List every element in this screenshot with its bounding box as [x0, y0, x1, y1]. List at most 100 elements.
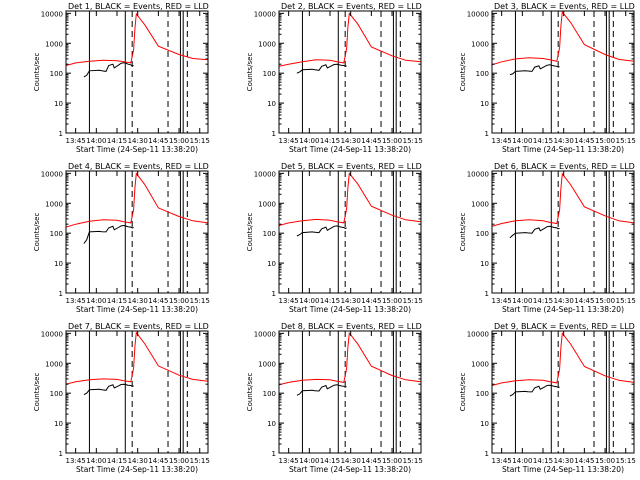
x-tick-label: 14:00 — [512, 297, 532, 305]
series-line-lld — [66, 172, 208, 228]
series-line-events — [83, 383, 134, 396]
panel-det-7: Det 7, BLACK = Events, RED = LLD 1 10 100 10… — [33, 322, 210, 474]
x-tick-label: 14:15 — [107, 297, 127, 305]
x-tick-label: 15:15 — [190, 137, 210, 145]
x-tick-label: 15:00 — [169, 457, 189, 465]
y-tick-label: 100 — [263, 230, 276, 238]
series-line-events — [509, 225, 560, 239]
x-tick-label: 14:45 — [361, 457, 381, 465]
x-tick-label: 13:45 — [279, 297, 299, 305]
y-tick-label: 10000 — [41, 330, 63, 338]
y-tick-label: 10 — [54, 100, 63, 108]
x-axis-label: Start Time (24-Sep-11 13:38:20) — [289, 145, 411, 154]
y-tick-label: 1 — [485, 130, 489, 138]
y-axis-label: Counts/sec — [33, 373, 41, 412]
y-tick-label: 1000 — [258, 40, 276, 48]
x-tick-label: 14:15 — [320, 137, 340, 145]
x-tick-label: 14:00 — [86, 457, 106, 465]
x-tick-label: 15:15 — [616, 457, 636, 465]
y-axis-label: Counts/sec — [246, 373, 254, 412]
x-axis-label: Start Time (24-Sep-11 13:38:20) — [502, 305, 624, 314]
y-tick-label: 10000 — [41, 170, 63, 178]
y-tick-label: 100 — [476, 390, 489, 398]
panel-title: Det 4, BLACK = Events, RED = LLD — [68, 162, 209, 171]
series-line-events — [296, 384, 347, 396]
plot-frame — [278, 10, 422, 134]
x-tick-label: 15:15 — [403, 137, 423, 145]
x-axis-label: Start Time (24-Sep-11 13:38:20) — [502, 465, 624, 474]
x-tick-label: 14:30 — [128, 457, 148, 465]
x-tick-label: 15:00 — [595, 297, 615, 305]
y-tick-label: 10 — [267, 420, 276, 428]
x-tick-label: 15:00 — [595, 457, 615, 465]
y-tick-label: 1000 — [45, 40, 63, 48]
x-tick-label: 14:45 — [574, 457, 594, 465]
y-tick-label: 1 — [485, 450, 489, 458]
x-tick-label: 14:30 — [341, 457, 361, 465]
y-tick-label: 1000 — [471, 360, 489, 368]
y-tick-label: 10000 — [254, 170, 276, 178]
series-line-lld — [279, 12, 421, 67]
plot-frame — [278, 330, 422, 454]
y-tick-label: 10000 — [467, 170, 489, 178]
x-tick-label: 15:15 — [190, 457, 210, 465]
x-tick-label: 14:00 — [86, 137, 106, 145]
x-tick-label: 14:15 — [320, 457, 340, 465]
x-tick-label: 14:30 — [341, 137, 361, 145]
x-tick-label: 14:30 — [554, 137, 574, 145]
x-tick-label: 15:15 — [616, 297, 636, 305]
series-line-events — [296, 225, 347, 237]
x-tick-label: 15:15 — [190, 297, 210, 305]
x-tick-label: 13:45 — [492, 457, 512, 465]
panel-det-3: Det 3, BLACK = Events, RED = LLD 1 10 100 10… — [459, 2, 636, 154]
y-axis-label: Counts/sec — [33, 213, 41, 252]
series-line-events — [509, 384, 560, 397]
y-tick-label: 10000 — [254, 10, 276, 18]
panel-title: Det 5, BLACK = Events, RED = LLD — [281, 162, 422, 171]
panel-det-6: Det 6, BLACK = Events, RED = LLD 1 10 100 10… — [459, 162, 636, 314]
y-axis-label: Counts/sec — [246, 53, 254, 92]
y-tick-label: 1 — [485, 290, 489, 298]
y-tick-label: 1000 — [45, 360, 63, 368]
panel-det-9: Det 9, BLACK = Events, RED = LLD 1 10 100 10… — [459, 322, 636, 474]
x-tick-label: 14:30 — [554, 297, 574, 305]
plot-frame — [65, 330, 209, 454]
x-tick-label: 14:45 — [574, 137, 594, 145]
panel-det-1: Det 1, BLACK = Events, RED = LLD 1 10 100 10… — [33, 2, 210, 154]
panel-det-8: Det 8, BLACK = Events, RED = LLD 1 10 100 10… — [246, 322, 423, 474]
x-tick-label: 14:00 — [512, 137, 532, 145]
series-line-lld — [66, 12, 208, 66]
x-tick-label: 15:00 — [382, 297, 402, 305]
y-tick-label: 10 — [54, 260, 63, 268]
y-tick-label: 100 — [50, 230, 63, 238]
y-tick-label: 1 — [59, 130, 63, 138]
x-tick-label: 14:45 — [148, 457, 168, 465]
x-tick-label: 13:45 — [66, 297, 86, 305]
y-tick-label: 1000 — [258, 360, 276, 368]
x-tick-label: 13:45 — [492, 137, 512, 145]
series-line-events — [83, 224, 134, 244]
series-line-lld — [492, 11, 634, 66]
x-tick-label: 14:00 — [86, 297, 106, 305]
y-axis-label: Counts/sec — [459, 373, 467, 412]
y-tick-label: 10 — [54, 420, 63, 428]
y-tick-label: 1 — [59, 290, 63, 298]
x-axis-label: Start Time (24-Sep-11 13:38:20) — [502, 145, 624, 154]
y-tick-label: 10000 — [41, 10, 63, 18]
y-tick-label: 10000 — [467, 10, 489, 18]
series-line-lld — [279, 172, 421, 226]
x-tick-label: 14:45 — [361, 137, 381, 145]
x-tick-label: 15:00 — [382, 137, 402, 145]
y-tick-label: 10000 — [254, 330, 276, 338]
y-axis-label: Counts/sec — [459, 53, 467, 92]
x-tick-label: 15:15 — [616, 137, 636, 145]
series-line-events — [296, 63, 347, 74]
y-tick-label: 1000 — [471, 200, 489, 208]
series-line-lld — [66, 331, 208, 385]
x-tick-label: 14:15 — [107, 457, 127, 465]
y-tick-label: 10000 — [467, 330, 489, 338]
x-tick-label: 14:30 — [341, 297, 361, 305]
y-axis-label: Counts/sec — [246, 213, 254, 252]
x-tick-label: 15:15 — [403, 457, 423, 465]
x-tick-label: 14:15 — [320, 297, 340, 305]
